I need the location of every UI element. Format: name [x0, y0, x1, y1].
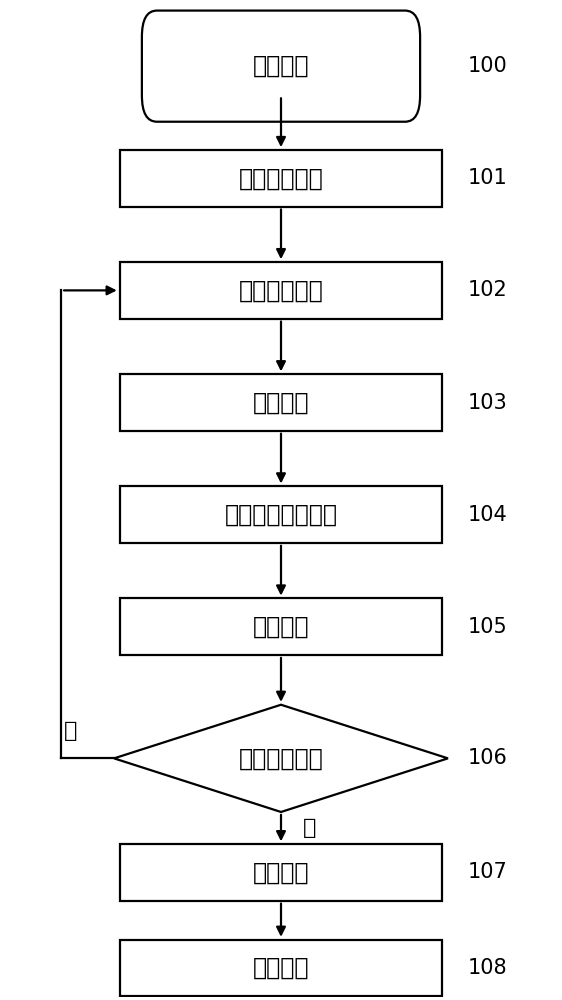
Text: 103: 103 — [468, 393, 507, 413]
Bar — [120, 486, 442, 543]
Bar — [120, 150, 442, 207]
Text: 105: 105 — [468, 617, 507, 637]
Text: 选择试验类型: 选择试验类型 — [239, 166, 323, 190]
Text: 106: 106 — [468, 748, 507, 768]
Text: 104: 104 — [468, 505, 507, 525]
Text: 全部试验完成: 全部试验完成 — [239, 746, 323, 770]
FancyBboxPatch shape — [142, 11, 420, 122]
Text: 数据保存: 数据保存 — [253, 615, 309, 639]
Bar — [120, 844, 442, 901]
Text: 报告打印: 报告打印 — [253, 956, 309, 980]
Text: 试验分析: 试验分析 — [253, 860, 309, 884]
Text: 否: 否 — [64, 721, 78, 741]
Bar — [120, 598, 442, 655]
Bar — [120, 262, 442, 319]
Text: 100: 100 — [468, 56, 507, 76]
Polygon shape — [114, 705, 448, 812]
Bar — [120, 940, 442, 996]
Bar — [120, 374, 442, 431]
Text: 新建试验数据: 新建试验数据 — [239, 278, 323, 302]
Text: 101: 101 — [468, 168, 507, 188]
Text: 107: 107 — [468, 862, 507, 882]
Text: 102: 102 — [468, 280, 507, 300]
Text: 108: 108 — [468, 958, 507, 978]
Text: 启动软件: 启动软件 — [253, 54, 309, 78]
Text: 开始试验: 开始试验 — [253, 391, 309, 415]
Text: 单个试样试验完成: 单个试样试验完成 — [224, 503, 338, 527]
Text: 是: 是 — [303, 818, 316, 838]
